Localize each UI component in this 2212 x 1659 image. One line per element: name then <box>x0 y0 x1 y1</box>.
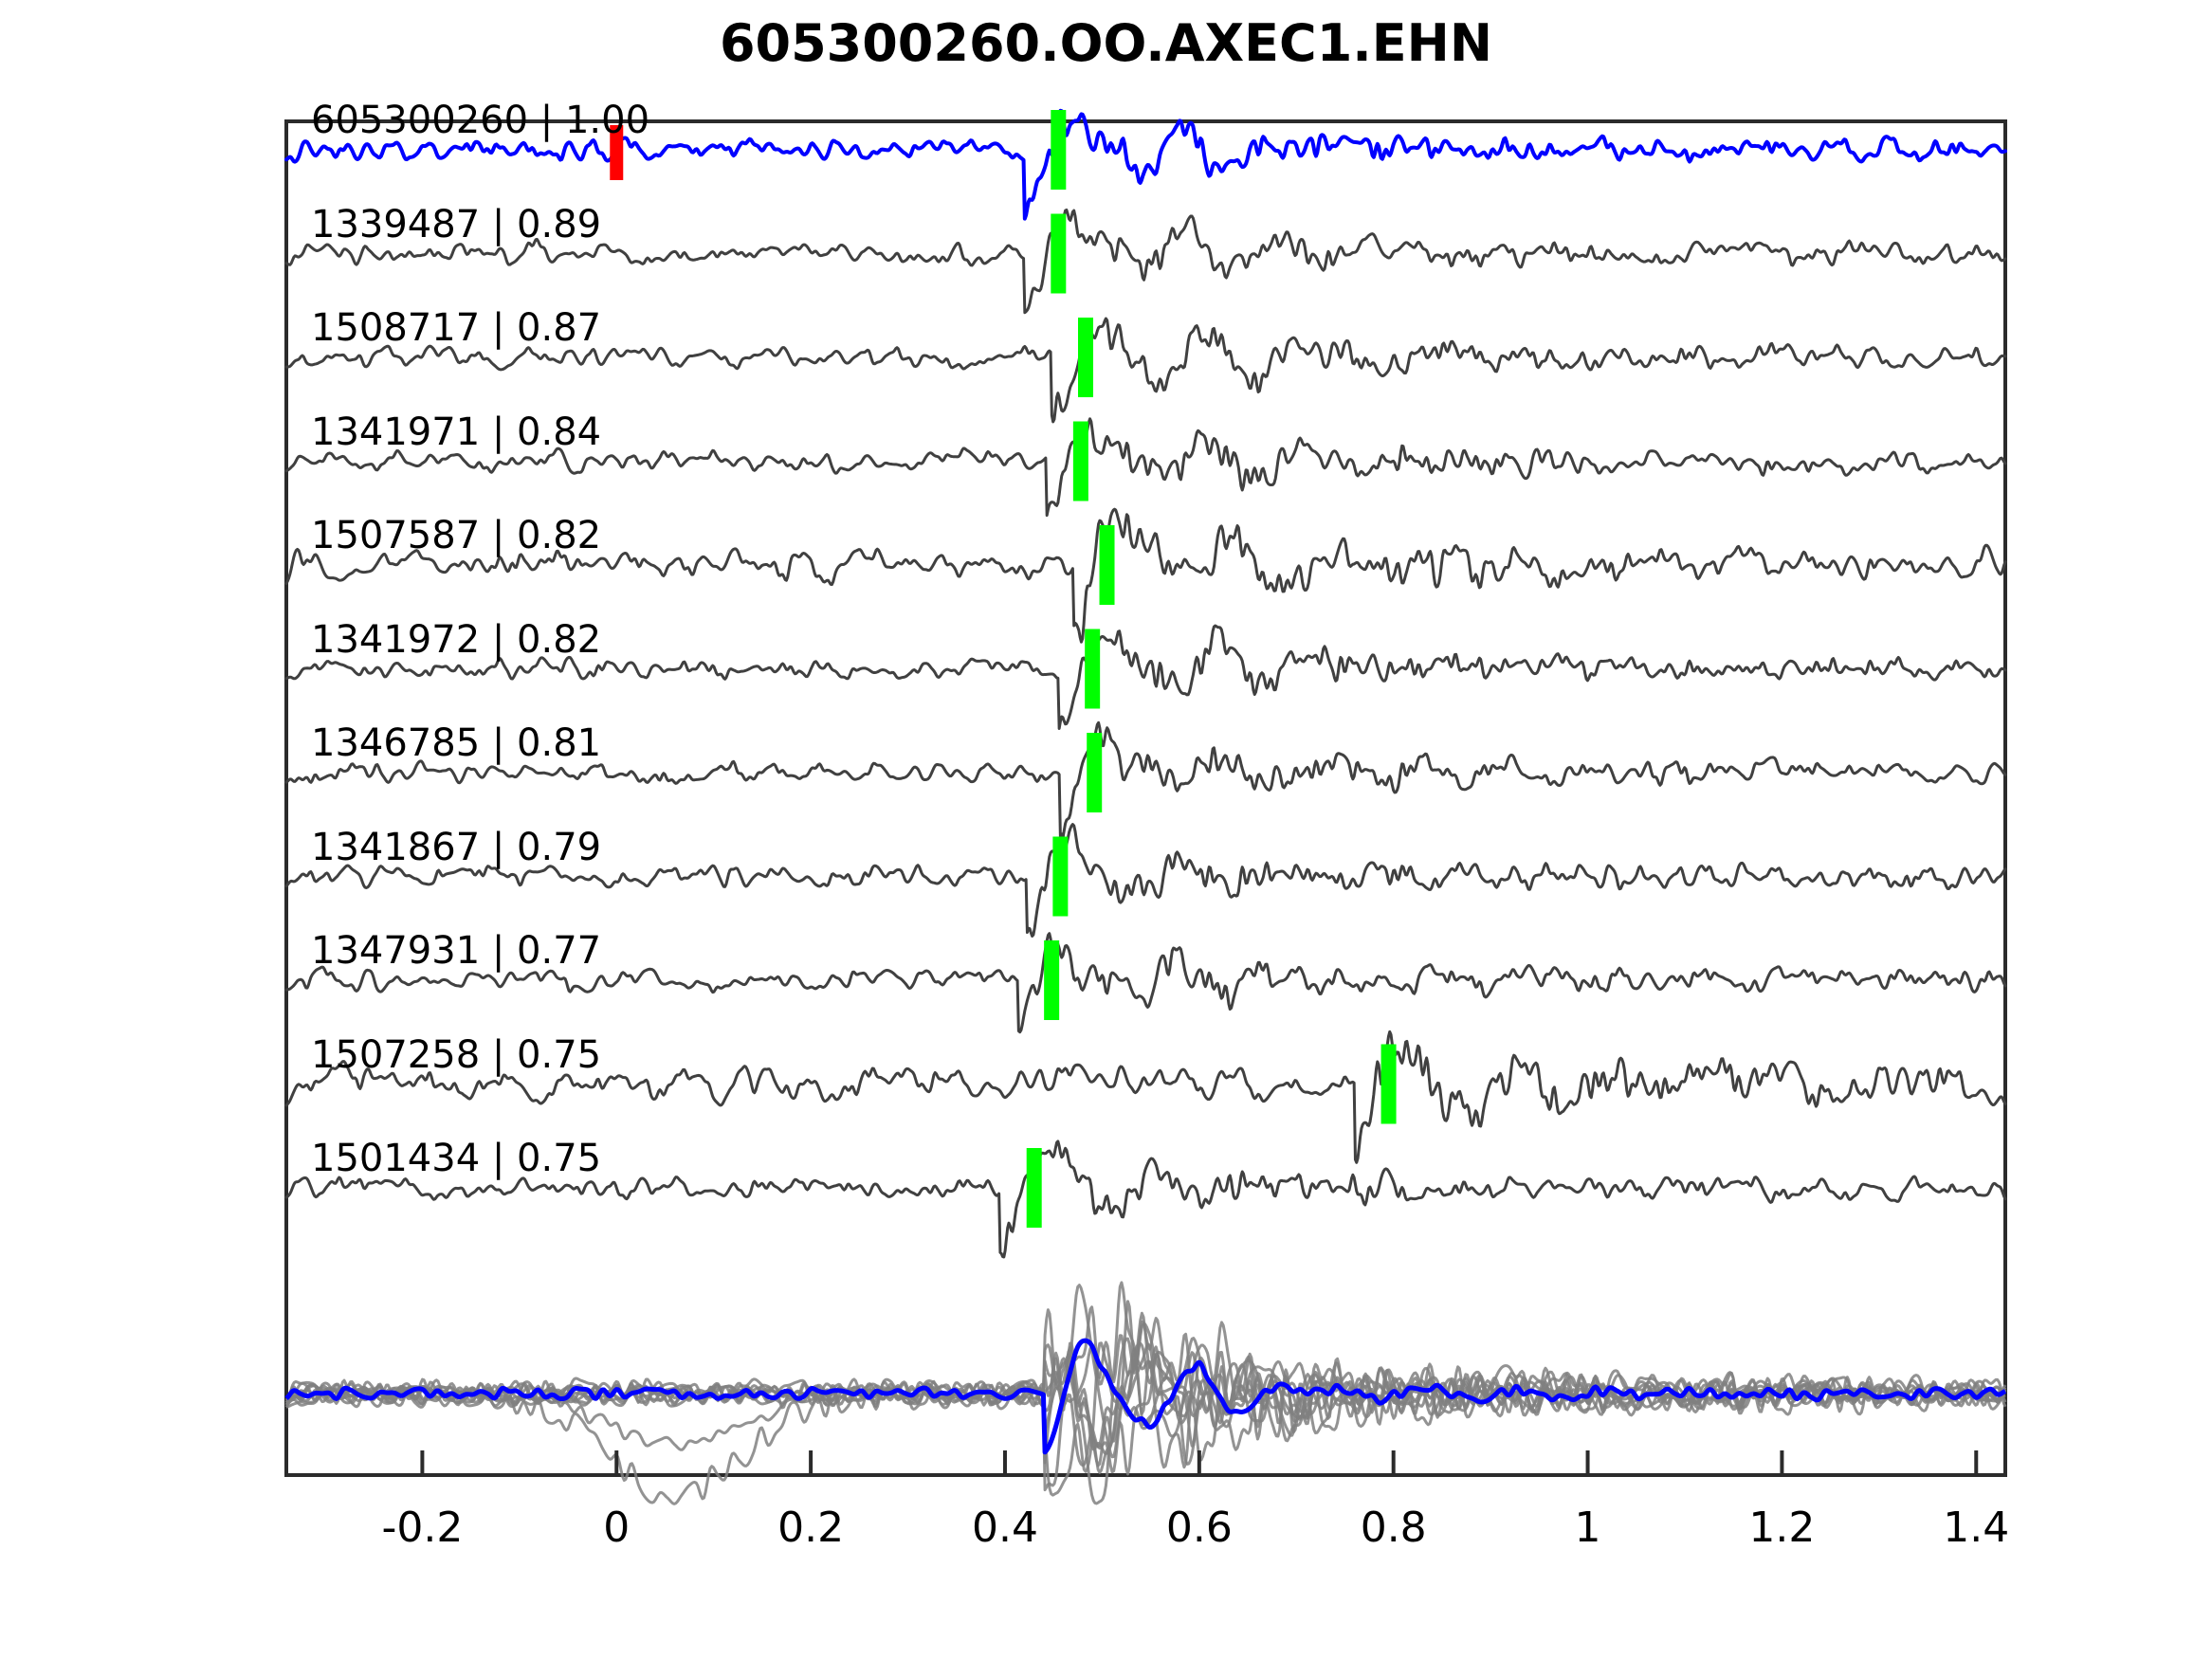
waveform-trace <box>284 720 2007 844</box>
pick-marker-green <box>1380 1044 1397 1124</box>
origin-marker-red <box>610 125 624 180</box>
trace-label: 1341867 | 0.79 <box>311 825 602 869</box>
waveform-trace <box>284 417 2007 518</box>
trace-label: 1341971 | 0.84 <box>311 410 602 454</box>
axes-frame <box>284 119 2007 1477</box>
stack-panel-group <box>284 1281 2007 1505</box>
waveform-trace <box>284 209 2007 315</box>
x-axis-tick-label: 0.4 <box>971 1504 1038 1552</box>
x-axis-tick-label: -0.2 <box>381 1504 464 1552</box>
pick-marker-green <box>1077 318 1093 397</box>
x-axis-tick-label: 0.2 <box>777 1504 845 1552</box>
trace-label: 1339487 | 0.89 <box>311 202 602 246</box>
trace-label: 1341972 | 0.82 <box>311 617 602 662</box>
pick-marker-green <box>1051 213 1067 294</box>
trace-label: 1347931 | 0.77 <box>311 929 602 973</box>
trace-label: 1346785 | 0.81 <box>311 721 602 765</box>
waveform-trace <box>284 1139 2007 1259</box>
trace-label: 1501434 | 0.75 <box>311 1137 602 1180</box>
x-axis-tick-label: 1.2 <box>1748 1504 1816 1552</box>
stack-trace-gray <box>285 1322 2006 1474</box>
trace-label: 1507587 | 0.82 <box>311 514 602 557</box>
stack-trace-template-blue <box>284 1338 2007 1455</box>
waveform-trace <box>284 932 2007 1034</box>
pick-marker-green <box>1099 525 1115 605</box>
pick-marker-green <box>1044 940 1060 1020</box>
figure-title: 605300260.OO.AXEC1.EHN <box>719 13 1493 73</box>
pick-marker-group <box>610 110 1397 1228</box>
x-axis-tick-label: 1.4 <box>1943 1504 2010 1552</box>
trace-label: 1508717 | 0.87 <box>311 306 602 350</box>
trace-group <box>284 108 2007 1259</box>
waveform-trace <box>284 823 2007 938</box>
trace-label: 1507258 | 0.75 <box>311 1032 602 1077</box>
pick-marker-green <box>1072 421 1088 501</box>
x-axis-tick-label: 1 <box>1574 1504 1601 1552</box>
pick-marker-green <box>1085 629 1101 709</box>
x-axis-tick-label: 0 <box>603 1504 631 1552</box>
stack-trace-gray <box>284 1300 2007 1505</box>
waveform-trace <box>284 624 2007 730</box>
pick-marker-green <box>1052 836 1069 917</box>
trace-label: 605300260 | 1.00 <box>311 99 650 142</box>
waveform-trace <box>284 108 2007 221</box>
waveform-trace <box>284 507 2007 644</box>
x-axis-tick-label: 0.8 <box>1360 1504 1427 1552</box>
axis-ticks <box>420 1450 1979 1475</box>
pick-marker-green <box>1087 733 1103 812</box>
waveform-trace <box>284 317 2007 424</box>
pick-marker-green <box>1026 1148 1042 1228</box>
pick-marker-green <box>1051 110 1067 190</box>
x-axis-tick-label: 0.6 <box>1165 1504 1233 1552</box>
waveform-trace <box>284 1030 2007 1164</box>
stack-trace-gray <box>285 1343 2006 1468</box>
stack-trace-gray <box>285 1281 2007 1497</box>
